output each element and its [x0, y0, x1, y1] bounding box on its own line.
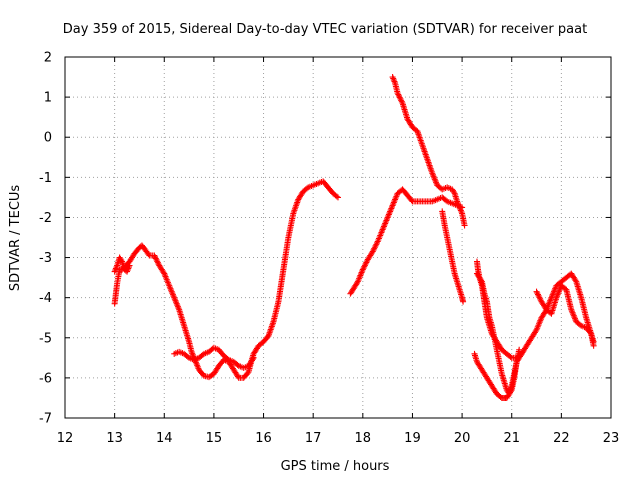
y-axis-tick-labels: 2 1 0 -1 -2 -3 -4 -5 -6 -7	[39, 51, 52, 427]
data-point	[395, 91, 402, 98]
data-point	[461, 222, 468, 229]
data-point	[335, 194, 341, 201]
data-point	[126, 262, 133, 269]
y-tick-label: 2	[44, 51, 52, 66]
data-point	[371, 245, 378, 252]
data-points	[111, 74, 597, 401]
data-point	[360, 265, 367, 272]
data-point	[370, 247, 377, 254]
plot-frame	[64, 56, 612, 419]
data-point	[244, 370, 251, 377]
series-arc-h	[471, 350, 525, 401]
series-arc-a	[111, 178, 341, 381]
y-axis-label: SDTVAR / TECUs	[8, 185, 23, 292]
x-tick-label: 15	[206, 431, 223, 446]
data-point	[363, 259, 370, 266]
data-point	[590, 338, 597, 345]
data-point	[408, 197, 415, 204]
data-point	[374, 239, 380, 246]
axis-ticks	[64, 56, 612, 419]
y-tick-label: 1	[44, 91, 52, 106]
data-point	[362, 260, 369, 267]
grid	[65, 57, 611, 418]
data-point	[372, 242, 379, 249]
data-point	[145, 251, 152, 258]
data-point	[398, 98, 405, 105]
data-point	[371, 244, 378, 251]
series-arc-f	[439, 208, 467, 305]
data-point	[361, 263, 368, 270]
data-point	[250, 354, 257, 361]
series-arc-c	[171, 344, 257, 371]
y-tick-label: -4	[39, 291, 52, 306]
y-tick-label: -1	[39, 171, 52, 186]
series-arc-g	[473, 258, 597, 361]
x-tick-label: 18	[355, 431, 372, 446]
data-point	[394, 90, 401, 97]
data-point	[153, 256, 160, 263]
chart-title: Day 359 of 2015, Sidereal Day-to-day VTE…	[63, 22, 587, 37]
data-point	[397, 95, 404, 102]
data-point	[536, 294, 543, 301]
x-tick-label: 17	[305, 431, 322, 446]
series-arc-d	[347, 186, 466, 297]
x-axis-label: GPS time / hours	[281, 459, 390, 474]
y-tick-label: -5	[39, 331, 52, 346]
data-point	[450, 189, 457, 196]
y-tick-label: -3	[39, 251, 52, 266]
data-point	[507, 353, 514, 360]
data-point	[354, 279, 361, 286]
data-point	[154, 259, 161, 266]
data-point	[152, 255, 159, 262]
x-tick-label: 19	[404, 431, 421, 446]
data-point	[154, 258, 161, 265]
x-tick-label: 14	[156, 431, 173, 446]
x-tick-label: 13	[106, 431, 123, 446]
data-point	[572, 277, 579, 284]
data-point	[534, 291, 541, 298]
x-tick-label: 12	[57, 431, 74, 446]
data-point	[516, 346, 523, 353]
data-point	[535, 292, 542, 299]
data-point	[160, 269, 167, 276]
y-tick-label: -6	[39, 371, 52, 386]
series-arc-b	[111, 254, 133, 275]
y-tick-label: -7	[39, 412, 52, 427]
data-point	[534, 290, 541, 297]
data-point	[507, 388, 514, 395]
y-tick-label: 0	[44, 131, 52, 146]
data-point	[151, 252, 158, 259]
data-point	[395, 92, 402, 99]
data-point	[460, 298, 467, 305]
data-point	[532, 328, 539, 335]
series-arc-e	[389, 74, 468, 229]
x-tick-label: 20	[454, 431, 471, 446]
x-tick-label: 22	[553, 431, 570, 446]
x-axis-tick-labels: 12 13 14 15 16 17 18 19 20 21 22 23	[57, 431, 620, 446]
data-point	[537, 295, 544, 302]
data-point	[118, 257, 125, 264]
data-point	[396, 94, 403, 101]
series-arc-i	[473, 270, 523, 397]
x-tick-label: 16	[255, 431, 272, 446]
data-point	[369, 248, 376, 255]
data-point	[398, 97, 405, 104]
data-point	[361, 262, 368, 269]
data-point	[152, 253, 159, 260]
data-point	[373, 241, 380, 248]
data-point	[533, 288, 540, 295]
series-arc-j	[533, 282, 597, 345]
data-point	[359, 266, 366, 273]
x-tick-label: 23	[603, 431, 620, 446]
data-point	[249, 356, 256, 363]
data-point	[478, 277, 485, 284]
data-point	[333, 193, 340, 200]
y-tick-label: -2	[39, 211, 52, 226]
x-tick-label: 21	[503, 431, 520, 446]
